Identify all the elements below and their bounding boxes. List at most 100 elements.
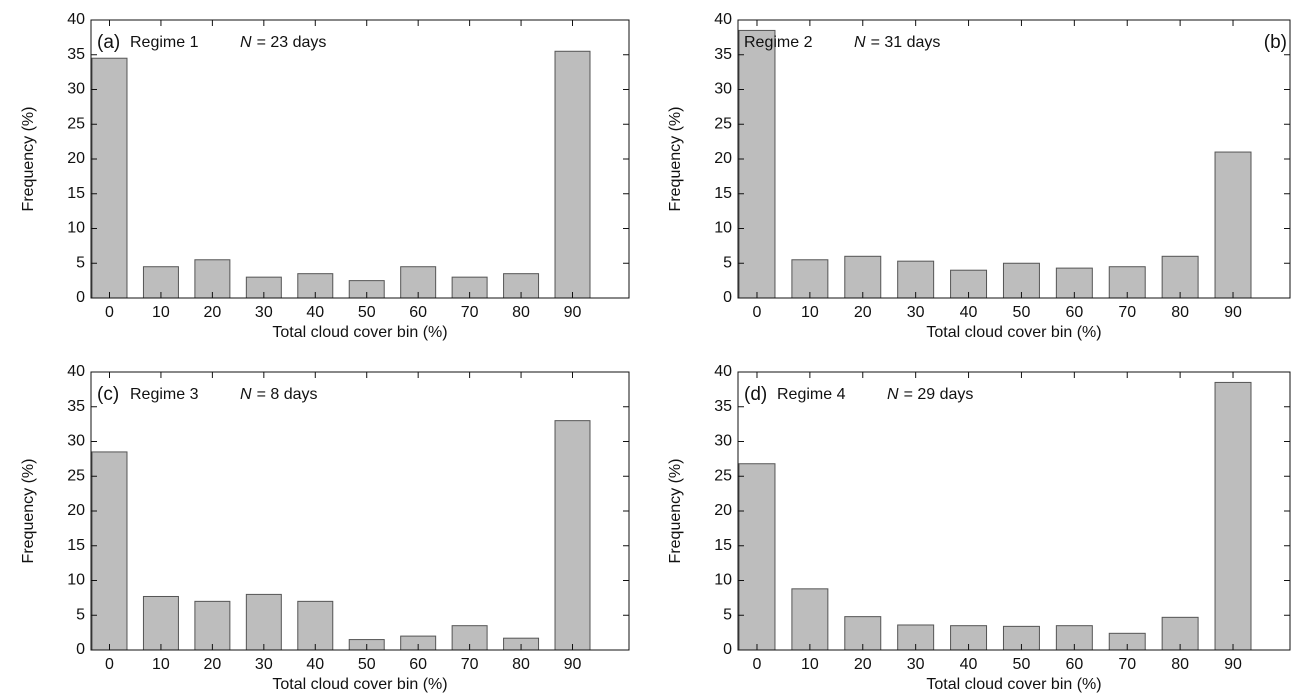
x-tick-label: 0 [753, 656, 762, 673]
y-tick-label: 5 [723, 254, 732, 271]
x-tick-label: 50 [1013, 656, 1031, 673]
y-tick-label: 10 [67, 572, 85, 589]
x-tick-label: 70 [1118, 656, 1136, 673]
bar [297, 600, 334, 651]
panel-label: (c) [97, 384, 119, 405]
x-tick-label: 70 [461, 656, 479, 673]
bar [897, 260, 935, 299]
n-value: = 29 days [904, 386, 974, 403]
y-tick-label: 25 [714, 467, 732, 484]
x-tick-label: 90 [564, 304, 582, 321]
x-axis-label: Total cloud cover bin (%) [926, 324, 1101, 341]
x-tick-label: 50 [358, 656, 376, 673]
regime-label: Regime 2 [744, 34, 813, 51]
bar [791, 259, 829, 299]
x-tick-label: 60 [409, 656, 427, 673]
y-tick-label: 40 [714, 363, 732, 380]
y-tick-label: 5 [723, 606, 732, 623]
plot-frame [90, 371, 630, 651]
bar [1161, 255, 1199, 299]
x-tick-label: 30 [907, 656, 925, 673]
y-tick-label: 0 [723, 289, 732, 306]
y-tick-label: 40 [67, 11, 85, 28]
y-tick-label: 5 [76, 606, 85, 623]
y-tick-label: 10 [714, 572, 732, 589]
bar [91, 451, 128, 651]
y-tick-label: 10 [67, 220, 85, 237]
y-tick-label: 25 [67, 467, 85, 484]
x-axis-label: Total cloud cover bin (%) [926, 676, 1101, 693]
y-tick-label: 30 [714, 81, 732, 98]
y-tick-label: 20 [714, 502, 732, 519]
regime-label: Regime 3 [130, 386, 199, 403]
x-tick-label: 20 [854, 656, 872, 673]
y-tick-label: 0 [76, 289, 85, 306]
bar [1214, 381, 1252, 651]
plot-frame [90, 19, 630, 299]
y-axis-label: Frequency (%) [20, 107, 37, 212]
x-tick-label: 40 [306, 656, 324, 673]
bar [738, 463, 776, 651]
y-tick-label: 30 [67, 81, 85, 98]
n-symbol: N [854, 34, 866, 51]
panel: 0 10 20 30 40 50 60 70 80 90 0 5 10 15 20 25 30 35 40 Total… [667, 11, 1291, 341]
y-tick-label: 15 [714, 185, 732, 202]
panel-label: (d) [744, 384, 767, 405]
x-tick-label: 30 [255, 304, 273, 321]
x-axis-label: Total cloud cover bin (%) [272, 676, 447, 693]
x-tick-label: 20 [203, 304, 221, 321]
x-tick-label: 70 [1118, 304, 1136, 321]
panel: 0 10 20 30 40 50 60 70 80 90 0 5 10 15 20 25 30 35 40 Total… [667, 363, 1291, 693]
n-value: = 23 days [257, 34, 327, 51]
n-symbol: N [887, 386, 899, 403]
y-axis-label: Frequency (%) [20, 459, 37, 564]
y-tick-label: 35 [67, 398, 85, 415]
x-tick-label: 40 [960, 656, 978, 673]
x-tick-label: 20 [854, 304, 872, 321]
x-tick-label: 60 [409, 304, 427, 321]
y-tick-label: 40 [67, 363, 85, 380]
regime-label: Regime 1 [130, 34, 199, 51]
x-tick-label: 80 [1171, 304, 1189, 321]
sample-size: N = 29 days [887, 386, 973, 403]
x-tick-label: 0 [753, 304, 762, 321]
bar [844, 255, 882, 299]
sample-size: N = 8 days [240, 386, 318, 403]
bar [554, 420, 591, 651]
y-tick-label: 30 [714, 433, 732, 450]
bar [142, 595, 179, 651]
x-axis-label: Total cloud cover bin (%) [272, 324, 447, 341]
bar [791, 588, 829, 651]
x-tick-label: 60 [1065, 656, 1083, 673]
y-tick-label: 15 [67, 537, 85, 554]
regime-label: Regime 4 [777, 386, 846, 403]
y-tick-label: 30 [67, 433, 85, 450]
y-tick-label: 35 [67, 46, 85, 63]
y-tick-label: 40 [714, 11, 732, 28]
n-symbol: N [240, 34, 252, 51]
plot-frame [737, 19, 1291, 299]
n-value: = 8 days [257, 386, 318, 403]
y-tick-label: 20 [67, 150, 85, 167]
x-tick-label: 80 [512, 304, 530, 321]
panel-label: (b) [1264, 32, 1287, 53]
bar [245, 593, 282, 651]
x-tick-label: 30 [255, 656, 273, 673]
x-tick-label: 10 [152, 304, 170, 321]
bar [738, 29, 776, 299]
panel: 0 10 20 30 40 50 60 70 80 90 0 5 10 15 20 25 30 35 40 Total… [20, 11, 630, 341]
y-tick-label: 35 [714, 46, 732, 63]
y-axis-label: Frequency (%) [667, 107, 684, 212]
n-symbol: N [240, 386, 252, 403]
x-tick-label: 90 [1224, 304, 1242, 321]
x-tick-label: 0 [105, 656, 114, 673]
y-tick-label: 0 [723, 641, 732, 658]
n-value: = 31 days [871, 34, 941, 51]
bar [91, 57, 128, 299]
plot-frame [737, 371, 1291, 651]
y-tick-label: 15 [714, 537, 732, 554]
y-tick-label: 20 [714, 150, 732, 167]
x-tick-label: 10 [801, 656, 819, 673]
sample-size: N = 23 days [240, 34, 326, 51]
